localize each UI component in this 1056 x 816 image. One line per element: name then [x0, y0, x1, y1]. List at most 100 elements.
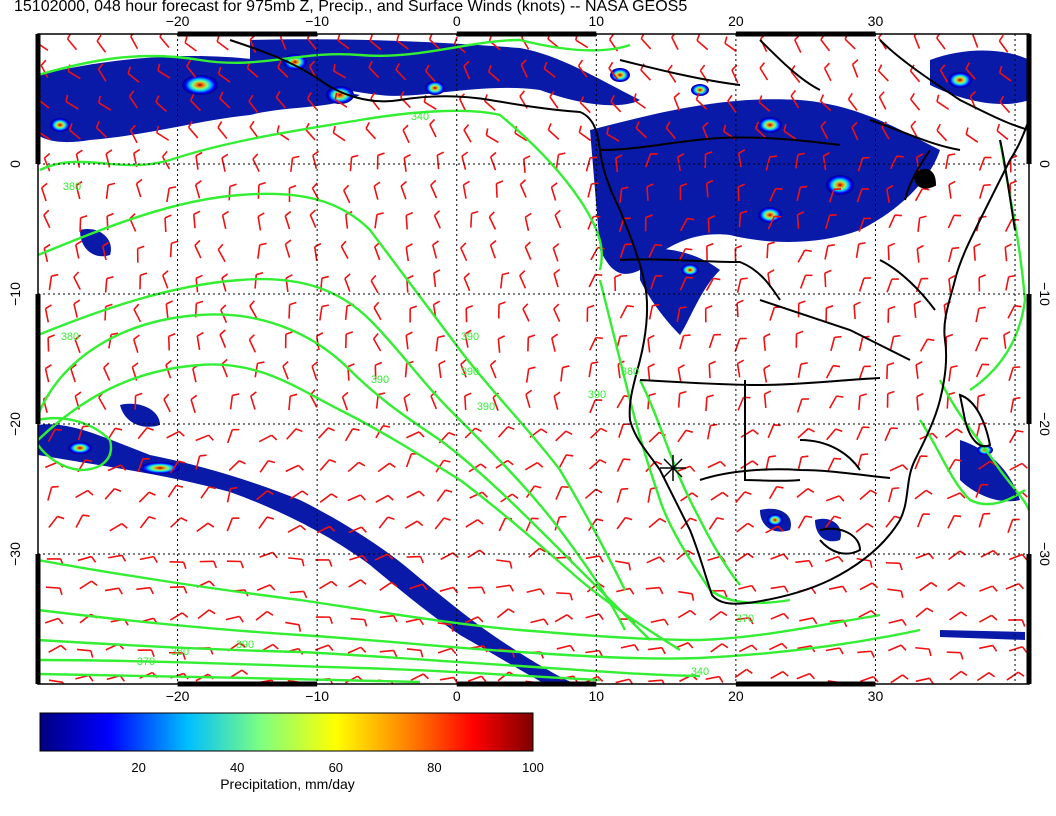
wind-barb: [249, 120, 260, 139]
wind-barb: [855, 241, 866, 259]
contour-label: 390: [461, 366, 479, 378]
border-line: [744, 380, 801, 482]
wind-barb: [796, 398, 809, 413]
wind-barb: [349, 554, 368, 562]
wind-barb: [465, 519, 484, 528]
wind-barb: [524, 212, 532, 232]
wind-barb: [315, 559, 333, 567]
wind-barb: [167, 333, 176, 351]
wind-barb: [886, 390, 895, 408]
wind-barb: [678, 590, 695, 601]
wind-barb: [166, 430, 185, 439]
wind-barb: [979, 644, 998, 652]
wind-barb: [547, 123, 560, 140]
wind-barb: [853, 301, 861, 320]
wind-barb: [169, 612, 189, 621]
wind-barb: [704, 305, 713, 323]
wind-barb: [47, 428, 63, 443]
wind-barb: [136, 245, 145, 263]
wind-barb: [129, 124, 138, 144]
wind-barb: [828, 585, 848, 593]
coastlines: [229, 39, 1029, 605]
wind-barb: [319, 458, 337, 471]
wind-barb: [947, 214, 962, 229]
wind-barb: [489, 240, 497, 259]
wind-barb: [468, 586, 486, 595]
wind-barb: [946, 651, 964, 660]
wind-barb: [856, 188, 869, 203]
wind-barb: [161, 270, 169, 289]
wind-barb: [284, 331, 293, 349]
border-line: [999, 139, 1016, 231]
wind-barb: [915, 360, 923, 379]
lat-tick-label-left: −30: [7, 542, 23, 566]
wind-barb: [290, 490, 309, 500]
wind-barb: [226, 486, 238, 503]
wind-barb: [258, 516, 275, 529]
wind-barb: [195, 434, 214, 442]
wind-barb: [256, 490, 274, 501]
wind-barb: [285, 464, 304, 473]
wind-barb: [104, 275, 114, 293]
wind-barb: [648, 243, 663, 258]
lat-tick-label-right: −10: [1037, 282, 1053, 306]
lat-tick-label-right: −20: [1037, 412, 1053, 436]
wind-barb: [495, 180, 504, 198]
wind-barb: [916, 244, 924, 263]
wind-barb: [470, 210, 479, 228]
wind-barb: [709, 610, 728, 621]
wind-barb: [884, 427, 898, 442]
lon-tick-label-bottom: −10: [305, 688, 329, 704]
wind-barb: [527, 334, 536, 352]
wind-barb: [824, 555, 844, 563]
wind-barb: [196, 331, 204, 350]
wind-barb: [645, 586, 664, 595]
wind-barb: [588, 361, 599, 378]
wind-barb: [644, 214, 653, 232]
wind-barb: [647, 646, 666, 655]
wind-barb: [165, 300, 173, 319]
contour-line: [38, 38, 631, 77]
wind-barb: [79, 214, 88, 232]
wind-barb: [519, 179, 527, 198]
wind-barb: [77, 555, 97, 563]
wind-barb: [159, 34, 170, 48]
wind-barb: [734, 668, 753, 679]
wind-barb: [707, 460, 727, 469]
wind-barb: [377, 462, 396, 473]
wind-barb: [976, 672, 996, 682]
wind-barb: [978, 274, 986, 292]
wind-barb: [610, 95, 622, 113]
lat-tick-label-left: 0: [7, 160, 23, 168]
wind-barb: [795, 330, 804, 348]
contour-label: 340: [411, 111, 429, 123]
wind-barb: [40, 59, 49, 79]
wind-barb: [738, 644, 758, 653]
wind-barb: [589, 459, 607, 470]
wind-barb: [313, 242, 322, 261]
wind-barb: [163, 393, 171, 413]
wind-barb: [759, 62, 769, 81]
wind-barb: [796, 185, 808, 202]
wind-barb: [972, 34, 979, 48]
wind-barb: [965, 62, 976, 80]
contour-label: 370: [137, 656, 155, 668]
wind-barb: [679, 183, 688, 201]
wind-barb: [312, 150, 320, 170]
lat-tick-label-left: −20: [7, 412, 23, 436]
wind-barb: [138, 491, 156, 503]
wind-barb: [948, 275, 956, 293]
wind-barb: [374, 212, 384, 229]
wind-barb: [436, 489, 453, 502]
wind-barb: [66, 34, 78, 51]
wind-barb: [289, 590, 308, 599]
wind-barb: [975, 363, 990, 378]
wind-barb: [463, 60, 471, 80]
wind-barb: [696, 34, 709, 51]
wind-barb: [405, 243, 413, 262]
wind-barb: [406, 648, 424, 658]
wind-barb: [975, 306, 986, 323]
wind-barb: [95, 120, 108, 138]
wind-barb: [76, 648, 94, 658]
colorbar-ticks: 20 40 60 80 100: [131, 760, 543, 775]
